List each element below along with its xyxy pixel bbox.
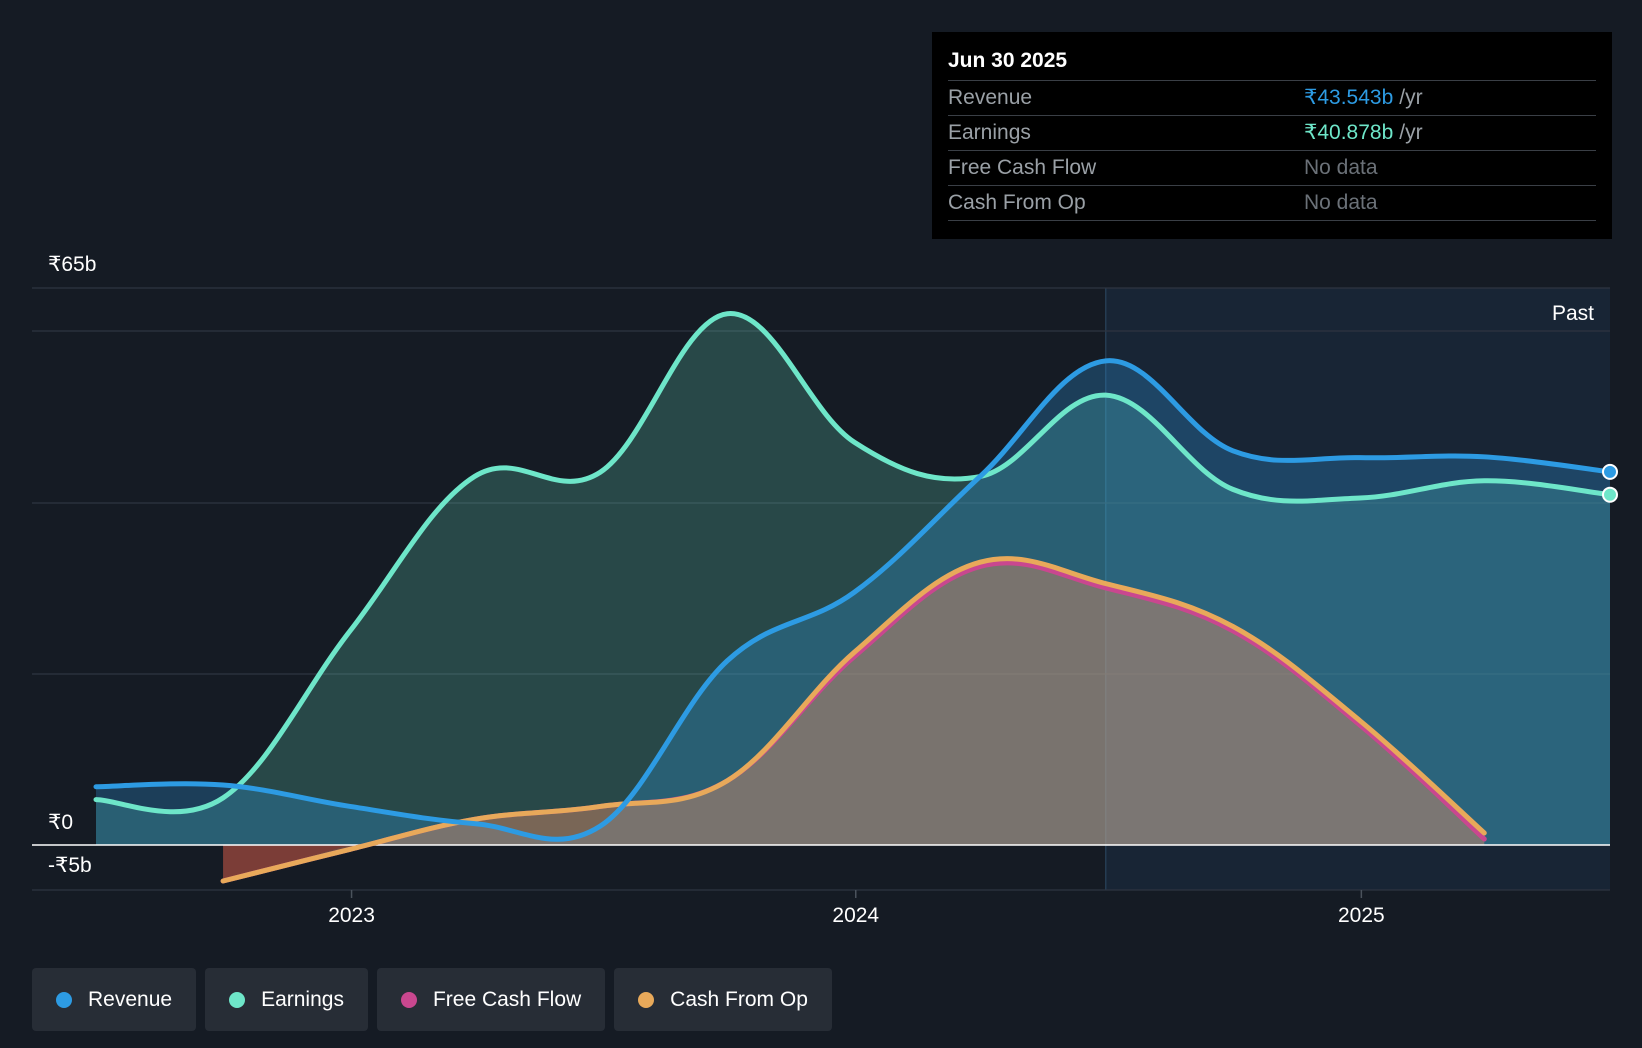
gridlines (32, 287, 1610, 891)
tooltip-label: Cash From Op (948, 191, 1086, 214)
y-tick-label-top: ₹65b (48, 253, 96, 276)
tooltip-label: Earnings (948, 121, 1031, 144)
free-cash-flow-area (223, 562, 1485, 881)
revenue-endpoint (1602, 463, 1618, 480)
tooltip-label: Revenue (948, 86, 1033, 109)
tooltip-row-earnings: Earnings ₹40.878b /yr (948, 116, 1596, 151)
past-label: Past (1552, 302, 1594, 325)
cash-from-op-dot-icon (638, 991, 655, 1008)
tooltip-date: Jun 30 2025 (948, 46, 1596, 81)
tooltip-row-cash-from-op: Cash From Op No data (948, 186, 1596, 221)
legend-label: Earnings (261, 987, 344, 1011)
legend-item-free-cash-flow[interactable]: Free Cash Flow (376, 968, 606, 1031)
tooltip-value: No data (1304, 156, 1378, 179)
cash-from-op-line (220, 556, 1487, 884)
tooltip-row-revenue: Revenue ₹43.543b /yr (948, 81, 1596, 116)
revenue-dot-icon (56, 991, 72, 1008)
series-areas (96, 313, 1610, 881)
cash-from-op-area (223, 558, 1485, 881)
x-axis: 2023 2024 2025 (328, 890, 1385, 927)
legend-item-revenue[interactable]: Revenue (32, 968, 197, 1031)
legend-item-earnings[interactable]: Earnings (205, 968, 368, 1031)
earnings-dot-icon (229, 991, 246, 1008)
series-lines (93, 311, 1610, 884)
revenue-line (93, 358, 1610, 842)
x-tick-label: 2025 (1338, 904, 1385, 927)
tooltip-value: No data (1304, 191, 1378, 214)
earnings-line (93, 311, 1610, 815)
series-endpoints (1602, 463, 1618, 503)
y-tick-label-zero: ₹0 (48, 811, 73, 834)
tooltip-unit: /yr (1399, 86, 1423, 109)
x-tick-label: 2023 (328, 904, 375, 927)
y-tick-label-bottom: -₹5b (48, 854, 92, 877)
tooltip-value: ₹43.543b (1304, 86, 1394, 109)
legend-label: Free Cash Flow (432, 987, 582, 1011)
legend-item-cash-from-op[interactable]: Cash From Op (614, 968, 832, 1031)
tooltip-panel: Jun 30 2025 Revenue ₹43.543b /yr Earning… (932, 32, 1612, 239)
earnings-endpoint (1602, 486, 1618, 503)
revenue-area (96, 360, 1610, 845)
legend-label: Revenue (88, 987, 173, 1011)
tooltip-row-free-cash-flow: Free Cash Flow No data (948, 151, 1596, 186)
x-tick-label: 2024 (832, 904, 879, 927)
past-region (1105, 288, 1610, 890)
legend-label: Cash From Op (670, 987, 808, 1011)
tooltip-unit: /yr (1399, 121, 1423, 144)
tooltip-value: ₹40.878b (1304, 121, 1394, 144)
chart-legend: Revenue Earnings Free Cash Flow Cash Fro… (32, 968, 832, 1031)
tooltip-label: Free Cash Flow (948, 156, 1097, 179)
earnings-area (96, 313, 1610, 845)
free-cash-flow-dot-icon (400, 991, 417, 1008)
